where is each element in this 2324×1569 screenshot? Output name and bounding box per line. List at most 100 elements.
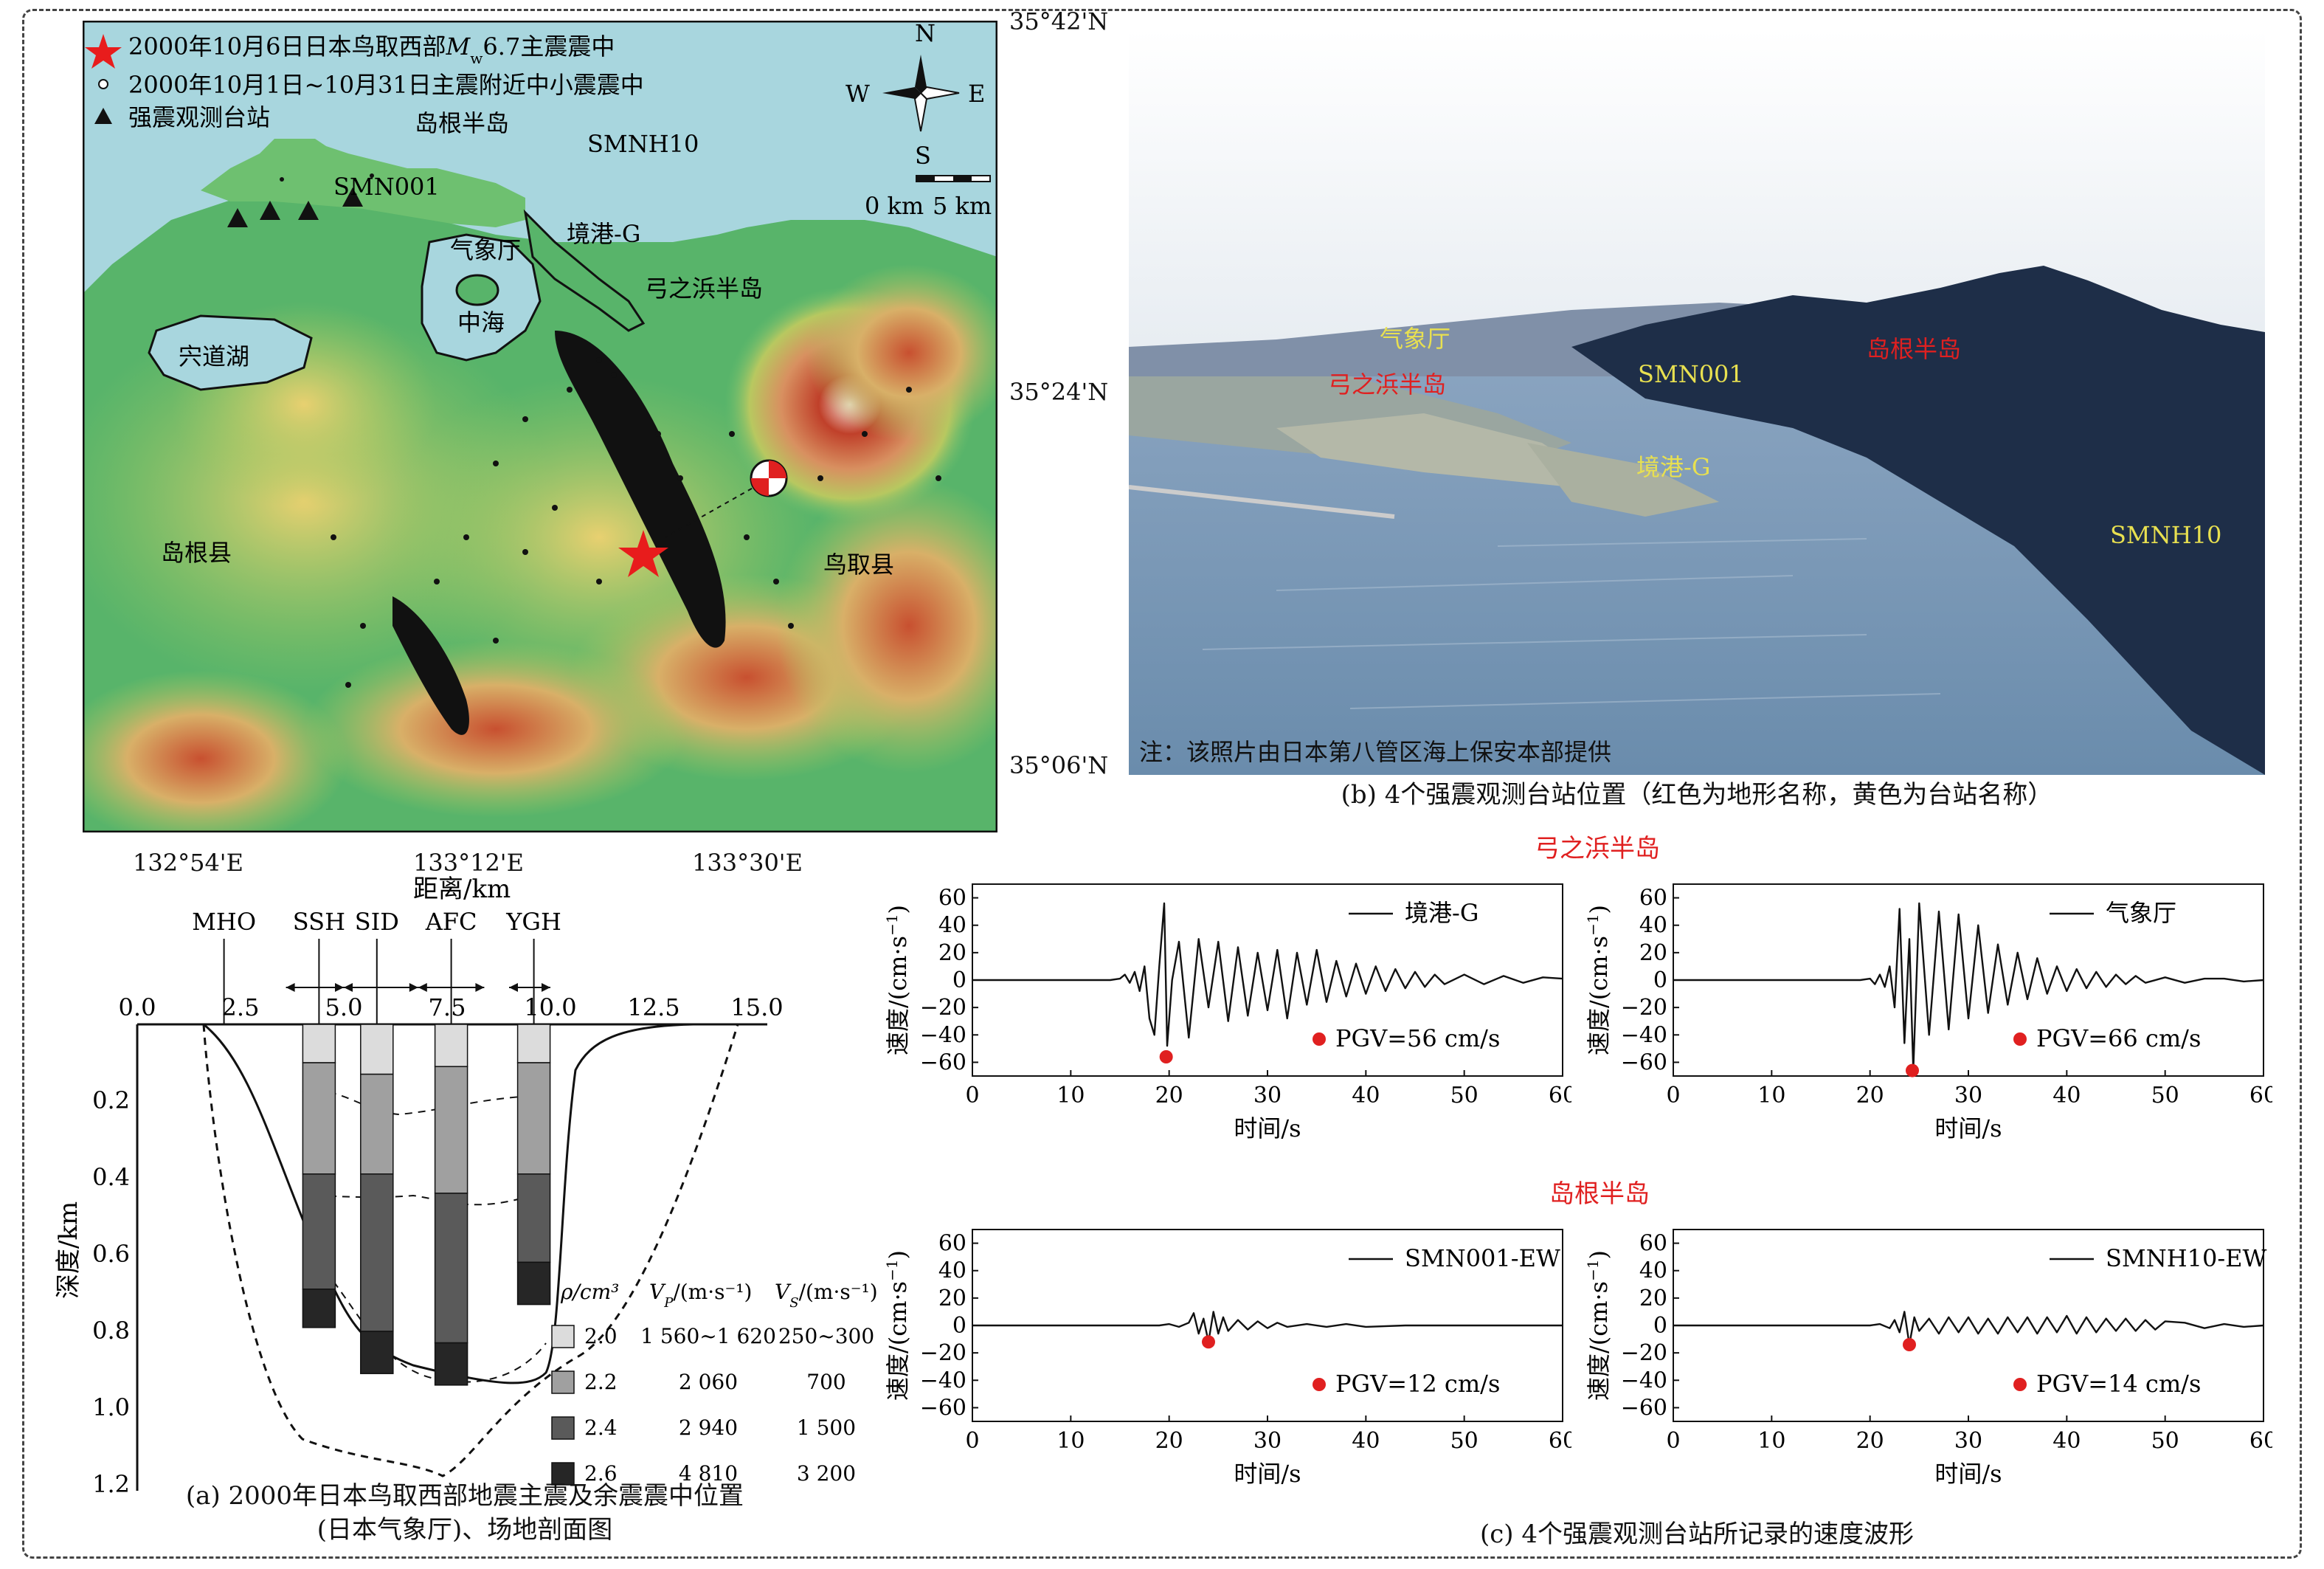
label-yumigahama: 弓之浜半岛 xyxy=(645,275,763,303)
y-tick-label: −60 xyxy=(920,1049,966,1075)
y-tick-label: −40 xyxy=(920,1022,966,1048)
legend-label: SMNH10-EW xyxy=(2106,1244,2266,1272)
y-tick-label: 60 xyxy=(938,886,966,911)
pgv-label: PGV=14 cm/s xyxy=(2036,1370,2201,1398)
layer-block-sid xyxy=(360,1073,394,1175)
station-label-sid: SID xyxy=(355,908,399,936)
compass-n: N xyxy=(915,21,936,47)
station-label-afc: AFC xyxy=(425,908,477,936)
x-tick-label: 30 xyxy=(1954,1083,1982,1108)
layer-vp: 2 940 xyxy=(679,1415,738,1440)
photo-label-smnh10: SMNH10 xyxy=(2110,521,2221,549)
x-tick-label: 50 xyxy=(2151,1083,2179,1108)
lat-tick-mid: 35°24'N xyxy=(1009,378,1109,406)
x-tick-label: 40 xyxy=(2052,1083,2081,1108)
group-title-yumigahama: 弓之浜半岛 xyxy=(1535,834,1660,863)
x-axis-label: 时间/s xyxy=(1934,1460,2002,1488)
label-sakaiminato-g: 境港-G xyxy=(567,220,640,248)
profile-y-tick: 1.2 xyxy=(92,1470,130,1498)
layer-block-sid xyxy=(360,1024,394,1075)
pgv-legend-dot xyxy=(2013,1378,2027,1391)
pgv-legend-dot xyxy=(1313,1032,1326,1046)
waveform-smnh10-ew: 0 10 20 30 40 50 606040200−20−40−60SMNH10-EWPG… xyxy=(1584,1229,2272,1488)
x-tick-label: 60 xyxy=(2249,1428,2272,1454)
layer-swatch xyxy=(551,1370,575,1394)
caption-b: (b) 4个强震观测台站位置（红色为地形名称，黄色为台站名称） xyxy=(1341,780,2053,810)
pgv-marker xyxy=(1903,1338,1916,1351)
table-rho-header: ρ/cm³ xyxy=(560,1280,619,1304)
legend-label: 境港-G xyxy=(1405,899,1479,927)
legend-bg xyxy=(83,21,525,139)
legend-mainshock: 2000年10月6日日本鸟取西部Mw6.7主震震中 xyxy=(128,32,615,67)
layer-rho: 2.4 xyxy=(584,1415,618,1440)
y-tick-label: 20 xyxy=(1639,1286,1667,1311)
lat-tick-bottom: 35°06'N xyxy=(1009,751,1109,779)
photo-label-jma: 气象厅 xyxy=(1380,325,1450,353)
layer-swatch xyxy=(551,1462,575,1486)
profile-x-ticks: 0.0 2.5 5.0 7.5 10.0 12.5 15.0 xyxy=(119,993,784,1021)
y-tick-label: 0 xyxy=(952,1313,966,1339)
label-smnh10: SMNH10 xyxy=(587,130,699,158)
layer-block-ssh xyxy=(302,1062,336,1175)
x-tick-label: 0 xyxy=(965,1083,979,1108)
x-tick-label: 50 xyxy=(1450,1428,1479,1454)
y-tick-label: −20 xyxy=(920,1340,966,1366)
layer-block-sid xyxy=(360,1173,394,1332)
layer-block-afc xyxy=(434,1066,468,1194)
photo-label-sakaiminato: 境港-G xyxy=(1636,453,1710,481)
x-tick-label: 0 xyxy=(965,1428,979,1454)
pgv-marker xyxy=(1159,1050,1173,1063)
photo-label-shimane: 岛根半岛 xyxy=(1867,335,1961,363)
aftershock-cloud xyxy=(331,331,941,735)
x-tick-label: 30 xyxy=(1253,1428,1282,1454)
legend-aftershock-icon xyxy=(98,79,108,89)
legend-station: 强震观测台站 xyxy=(128,103,270,131)
x-tick-label: 50 xyxy=(1450,1083,1479,1108)
velocity-trace xyxy=(972,902,1563,1047)
profile-x-tick: 2.5 xyxy=(222,993,260,1021)
lon-tick-3: 133°30'E xyxy=(692,849,803,877)
aerial-photo: 气象厅 弓之浜半岛 SMN001 岛根半岛 境港-G SMNH10 注：该照片由… xyxy=(1129,30,2265,775)
x-tick-label: 40 xyxy=(2052,1428,2081,1454)
x-tick-label: 10 xyxy=(1056,1428,1085,1454)
figure-frame xyxy=(22,9,2302,1559)
seismic-map: 2000年10月6日日本鸟取西部Mw6.7主震震中 2000年10月1日~10月… xyxy=(83,21,997,832)
x-tick-label: 40 xyxy=(1352,1428,1380,1454)
station-label-mho: MHO xyxy=(192,908,256,936)
x-axis-label: 时间/s xyxy=(1934,1114,2002,1142)
layer-rho: 2.0 xyxy=(584,1324,618,1348)
label-smn001: SMN001 xyxy=(333,173,440,201)
scale-zero: 0 km xyxy=(865,192,924,220)
x-axis-label: 时间/s xyxy=(1234,1460,1301,1488)
profile-x-tick: 15.0 xyxy=(730,993,783,1021)
scale-bar xyxy=(916,175,991,182)
x-tick-label: 0 xyxy=(1666,1083,1680,1108)
profile-y-tick: 0.8 xyxy=(92,1317,130,1345)
y-tick-label: −60 xyxy=(1621,1395,1667,1421)
velocity-trace xyxy=(1673,1311,2264,1346)
velocity-trace xyxy=(1673,902,2264,1072)
y-tick-label: 40 xyxy=(1639,913,1667,939)
y-tick-label: 60 xyxy=(938,1231,966,1257)
site-profile: 距离/km MHO SSH SID AFC YGH 0.0 2.5 5.0 7.5 10.0 12… xyxy=(54,875,878,1498)
y-tick-label: 20 xyxy=(938,1286,966,1311)
layer-vp: 2 060 xyxy=(679,1370,738,1394)
legend-station-icon xyxy=(94,108,112,124)
x-axis-label: 时间/s xyxy=(1234,1114,1301,1142)
legend-label: SMN001-EW xyxy=(1405,1244,1560,1272)
photo-label-yumigahama: 弓之浜半岛 xyxy=(1328,370,1446,399)
compass-icon xyxy=(882,55,960,132)
layer-block-afc xyxy=(434,1024,468,1067)
y-tick-label: 20 xyxy=(1639,940,1667,966)
y-tick-label: 0 xyxy=(1653,968,1667,993)
waveform-sakaiminato-g: 0 10 20 30 40 50 606040200−20−40−60境港-GPGV=56 … xyxy=(883,883,1571,1142)
y-tick-label: 40 xyxy=(938,913,966,939)
layer-vp: 4 810 xyxy=(679,1461,738,1486)
y-axis-label: 速度/(cm·s−1) xyxy=(883,905,912,1055)
y-tick-label: −20 xyxy=(1621,1340,1667,1366)
legend-label: 气象厅 xyxy=(2106,899,2176,927)
label-shimane-pref: 岛根县 xyxy=(161,539,232,567)
label-nakaumi: 中海 xyxy=(457,308,505,337)
label-shinjiko: 宍道湖 xyxy=(179,342,249,370)
